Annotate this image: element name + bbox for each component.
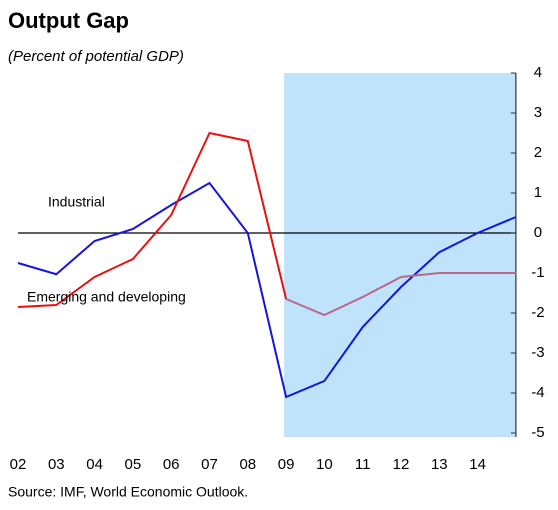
x-tick-label: 11 [355,456,371,473]
x-tick-label: 14 [469,456,486,473]
y-tick-label: 4 [534,64,542,81]
x-tick-label: 13 [431,456,448,473]
y-tick-label: -4 [531,384,544,401]
projection-shade [284,73,516,437]
x-tick-label: 12 [393,456,410,473]
series-label: Industrial [48,194,105,210]
y-tick-label: -3 [531,344,544,361]
x-tick-label: 02 [10,456,27,473]
x-tick-label: 10 [316,456,333,473]
y-tick-label: 2 [534,144,542,161]
series-label: Emerging and developing [27,289,186,305]
chart-title: Output Gap [8,8,129,33]
x-tick-label: 09 [278,456,295,473]
x-tick-label: 08 [239,456,256,473]
x-tick-label: 04 [86,456,103,473]
y-tick-label: 1 [534,184,542,201]
series-line-projection [285,272,516,317]
y-tick-label: -1 [531,264,544,281]
y-tick-label: 3 [534,104,542,121]
x-tick-label: 03 [48,456,65,473]
x-tick-label: 07 [201,456,218,473]
y-tick-label: 0 [534,224,542,241]
x-tick-label: 05 [125,456,142,473]
chart-subtitle: (Percent of potential GDP) [8,48,184,65]
source-note: Source: IMF, World Economic Outlook. [8,484,248,500]
series-line [17,131,288,308]
series-line [17,181,517,399]
y-tick-label: -2 [531,304,544,321]
x-tick-label: 06 [163,456,180,473]
y-tick-label: -5 [531,424,544,441]
